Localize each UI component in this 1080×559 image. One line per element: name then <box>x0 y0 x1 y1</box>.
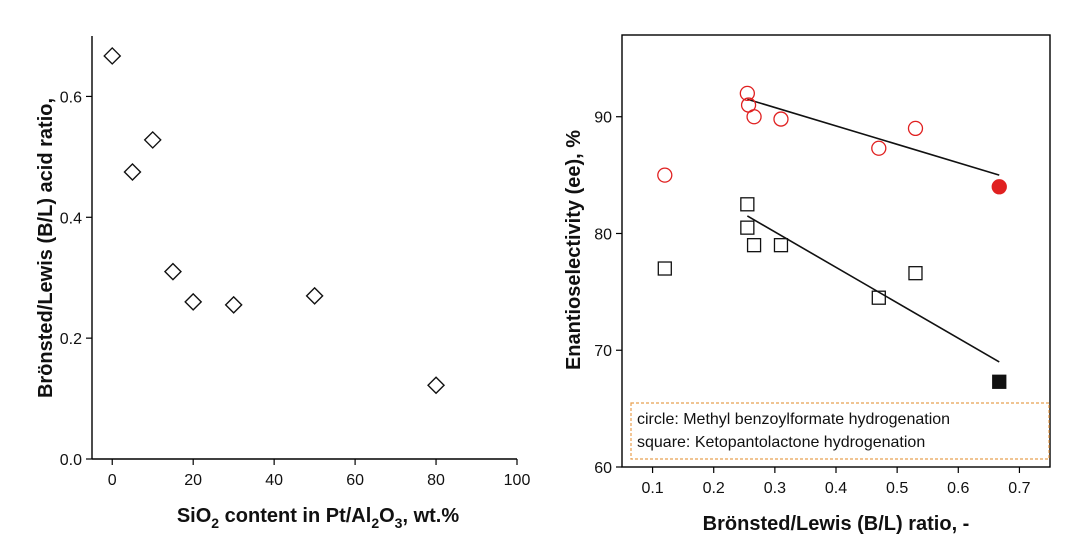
circle-point <box>871 140 887 156</box>
circle-point <box>657 167 673 183</box>
diamond-point <box>224 295 243 314</box>
left-x-axis-title: SiO2 content in Pt/Al2O3, wt.% <box>177 505 460 531</box>
left-x-tick-label: 20 <box>184 472 202 489</box>
diamond-point <box>123 162 142 181</box>
filled-square-point <box>992 374 1007 389</box>
diamond-point <box>184 292 203 311</box>
right-x-tick-label: 0.2 <box>703 480 725 497</box>
trend-line <box>746 215 1000 363</box>
circle-point <box>746 109 762 125</box>
right-y-tick-label: 90 <box>594 110 612 127</box>
right-x-axis-title: Brönsted/Lewis (B/L) ratio, - <box>703 513 970 535</box>
left-chart: 0 20 40 60 80 100 0.0 0.2 0.4 0.6 Brönsted/Lewis … <box>35 36 530 531</box>
filled-circle-point <box>991 179 1007 195</box>
square-point <box>740 220 755 235</box>
square-point <box>773 238 789 253</box>
diamond-point <box>163 262 182 281</box>
left-x-tick-label: 40 <box>265 472 283 489</box>
left-y-tick-label: 0.6 <box>60 89 82 106</box>
right-x-tick-label: 0.4 <box>825 480 847 497</box>
right-x-tick-label: 0.5 <box>886 480 908 497</box>
legend-box <box>630 402 1050 460</box>
left-y-tick-label: 0.4 <box>60 210 82 227</box>
square-point <box>871 290 886 305</box>
left-y-axis-title: Brönsted/Lewis (B/L) acid ratio, <box>35 98 57 398</box>
right-x-tick-label: 0.1 <box>641 480 663 497</box>
diamond-point <box>143 130 162 149</box>
square-point <box>657 261 672 276</box>
left-x-tick-label: 0 <box>108 472 117 489</box>
circle-point <box>907 120 924 137</box>
left-x-tick-label: 80 <box>427 472 445 489</box>
right-x-tick-label: 0.7 <box>1008 480 1030 497</box>
left-x-tick-label: 100 <box>504 472 531 489</box>
diamond-point <box>103 46 122 65</box>
legend-entry-circle: circle: Methyl benzoylformate hydrogenat… <box>637 411 950 428</box>
right-y-tick-label: 60 <box>594 460 612 477</box>
square-point <box>740 197 755 212</box>
square-point <box>908 266 923 281</box>
diamond-point <box>427 376 446 395</box>
left-y-tick-label: 0.0 <box>60 452 82 469</box>
right-y-tick-label: 80 <box>594 226 612 243</box>
legend-entry-square: square: Ketopantolactone hydrogenation <box>637 434 925 451</box>
circle-point <box>773 111 789 127</box>
right-x-tick-label: 0.6 <box>947 480 969 497</box>
diamond-point <box>305 286 324 305</box>
right-chart: 0.1 0.2 0.3 0.4 0.5 0.6 0.7 60 70 80 90 circle: Me… <box>563 34 1051 535</box>
left-x-tick-label: 60 <box>346 472 364 489</box>
trend-line <box>747 98 1000 176</box>
left-y-tick-label: 0.2 <box>60 331 82 348</box>
right-y-tick-label: 70 <box>594 343 612 360</box>
right-plot-frame <box>621 34 1051 468</box>
circle-point <box>739 85 755 102</box>
square-point <box>746 238 762 253</box>
right-x-tick-label: 0.3 <box>764 480 786 497</box>
right-y-axis-title: Enantioselectivity (ee), % <box>563 130 585 370</box>
